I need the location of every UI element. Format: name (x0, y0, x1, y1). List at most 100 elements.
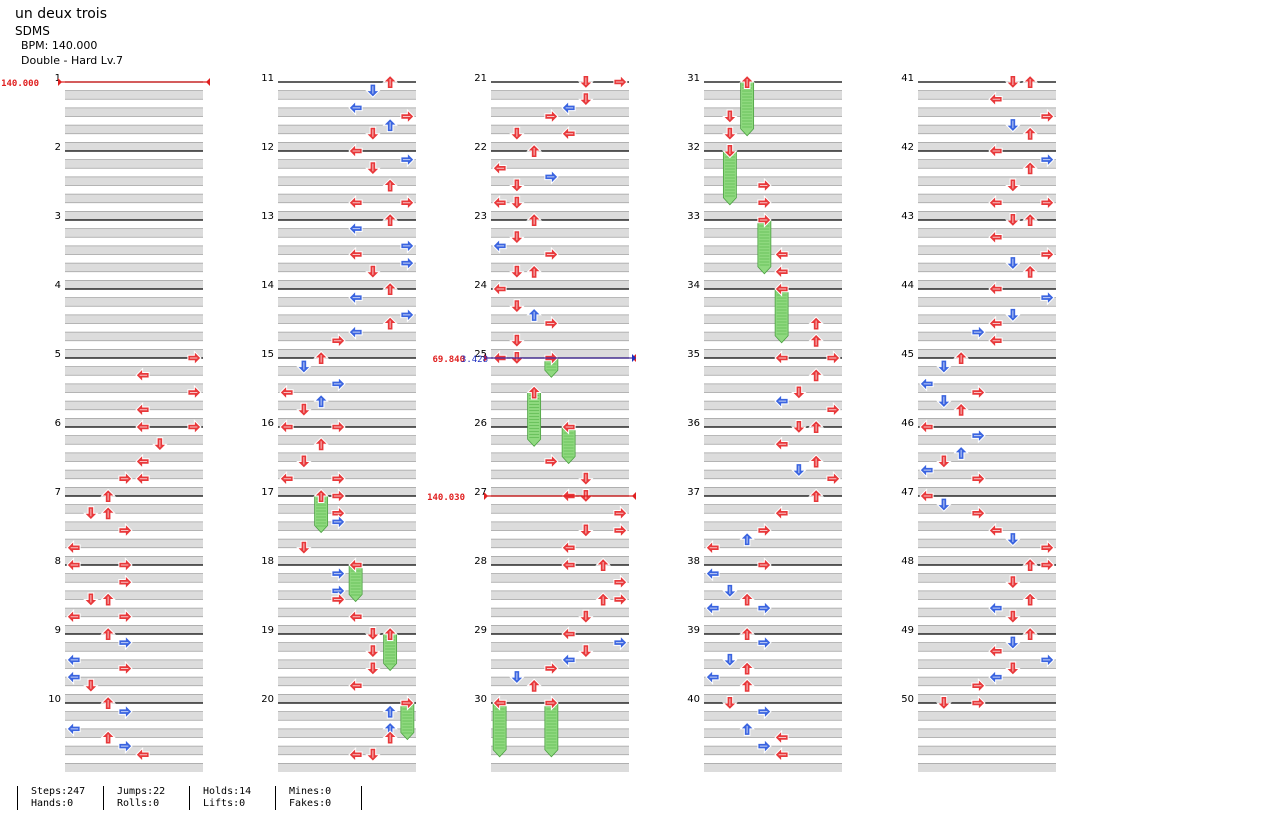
beat-band (278, 176, 416, 186)
beat-band (65, 383, 203, 393)
beat-band (704, 763, 842, 772)
measure-number: 15 (261, 349, 274, 360)
arrow-left-icon (561, 100, 576, 116)
beat-band (704, 366, 842, 376)
arrow-up-icon (739, 592, 755, 607)
beat-band (704, 435, 842, 445)
arrow-up-icon (313, 437, 329, 452)
step-chart: 1234567891011121314151617181920212223242… (1, 73, 1056, 772)
measure-number: 37 (687, 487, 700, 498)
measure-7: 7 (55, 487, 203, 565)
beat-band (65, 401, 203, 410)
measure-number: 1 (55, 73, 61, 84)
arrow-up-icon (808, 333, 824, 348)
arrow-right-icon (544, 315, 559, 332)
bpm-label: 140.030 (427, 493, 465, 503)
arrow-down-icon (936, 359, 952, 374)
measure-number: 48 (901, 556, 914, 567)
arrow-down-icon (936, 497, 952, 512)
beat-band (278, 677, 416, 686)
beat-band (704, 194, 842, 203)
beat-band (491, 263, 629, 272)
measure-number: 22 (474, 142, 487, 153)
arrow-left-icon (66, 609, 81, 625)
beat-band (278, 107, 416, 117)
bpm-marker-left (484, 354, 488, 362)
arrow-left-icon (135, 471, 150, 487)
arrow-right-icon (826, 350, 841, 366)
beat-band (704, 263, 842, 272)
beat-band (918, 763, 1056, 772)
beat-band (918, 107, 1056, 117)
arrow-left-icon (492, 238, 507, 254)
bpm-change-marker: 140.030 (427, 492, 636, 503)
beat-band (491, 711, 629, 721)
beat-band (65, 746, 203, 755)
arrow-up-icon (313, 488, 329, 503)
arrow-left-icon (561, 626, 576, 642)
beat-band (65, 245, 203, 255)
beat-band (704, 556, 842, 565)
stats-end-divider (361, 786, 375, 810)
bpm-label: 140.000 (1, 79, 39, 89)
beat-band (65, 711, 203, 721)
measure-42: 42 (901, 142, 1056, 220)
measure-22: 22 (474, 142, 629, 220)
beat-band (491, 659, 629, 669)
arrow-right-icon (613, 574, 628, 590)
beat-band (491, 573, 629, 583)
arrow-down-icon (509, 264, 525, 279)
arrow-left-icon (492, 195, 507, 211)
measure-35: 35 (687, 349, 842, 427)
arrow-down-icon (83, 506, 99, 521)
measure-19: 19 (261, 625, 416, 703)
beat-band (278, 194, 416, 203)
beat-band (918, 573, 1056, 583)
arrow-left-icon (348, 747, 363, 763)
arrow-right-icon (1040, 289, 1055, 306)
beat-band (918, 435, 1056, 445)
beat-band (278, 694, 416, 703)
arrow-down-icon (296, 454, 312, 469)
measure-number: 40 (687, 694, 700, 705)
beat-band (918, 504, 1056, 514)
beat-band (491, 297, 629, 307)
beat-band (491, 332, 629, 341)
arrow-up-icon (739, 721, 755, 736)
arrow-right-icon (331, 488, 346, 504)
arrow-left-icon (348, 220, 363, 237)
arrow-left-icon (66, 652, 81, 668)
beat-band (704, 280, 842, 289)
arrow-right-icon (971, 471, 986, 487)
beat-band (704, 539, 842, 548)
beat-band (918, 211, 1056, 220)
beat-band (65, 332, 203, 341)
arrow-right-icon (613, 591, 628, 608)
arrow-up-icon (1022, 126, 1038, 141)
beat-band (65, 297, 203, 307)
beat-band (918, 280, 1056, 289)
beat-band (704, 332, 842, 341)
arrow-left-icon (774, 264, 789, 280)
arrow-down-icon (578, 471, 594, 486)
beat-band (918, 659, 1056, 669)
beat-band (918, 642, 1056, 652)
arrow-down-icon (1005, 307, 1021, 323)
measure-31: 31 (687, 73, 842, 151)
beat-band (918, 90, 1056, 100)
arrow-right-icon (331, 565, 346, 582)
arrow-up-icon (739, 626, 755, 641)
arrow-up-icon (595, 592, 611, 607)
arrow-left-icon (135, 402, 150, 418)
beat-band (704, 245, 842, 255)
stat-hands: Hands:0 (31, 798, 74, 809)
measure-number: 5 (55, 349, 61, 360)
measure-16: 16 (261, 418, 416, 496)
arrow-up-icon (382, 117, 398, 133)
hold-note (740, 81, 755, 137)
arrow-left-icon (774, 747, 789, 763)
hold-note (774, 288, 789, 344)
measure-23: 23 (474, 211, 629, 289)
arrow-right-icon (400, 695, 415, 711)
arrow-left-icon (919, 488, 934, 504)
